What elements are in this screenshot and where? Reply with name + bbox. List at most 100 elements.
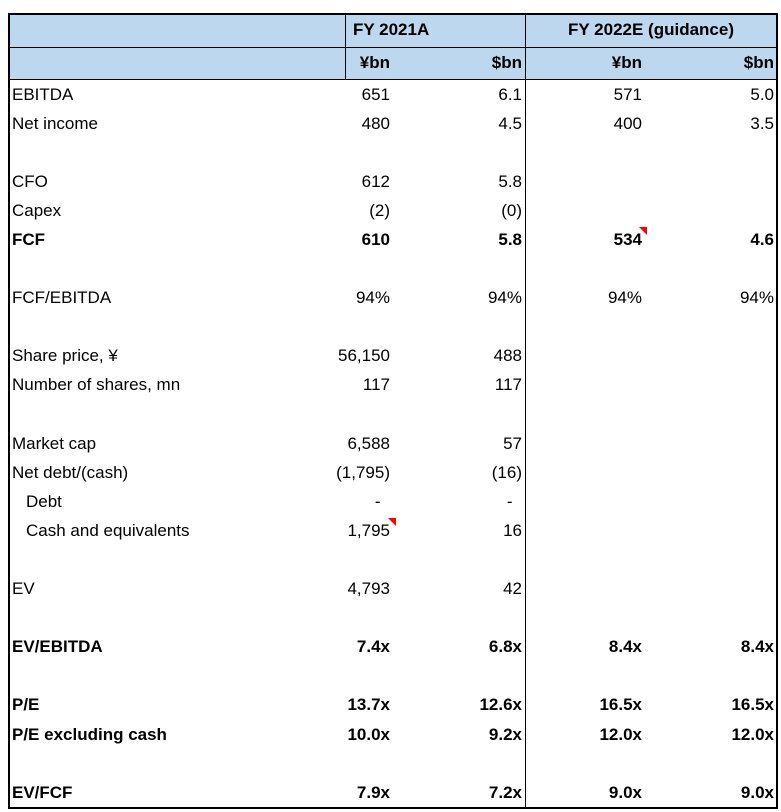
cell-fy2022-yen[interactable]: 94% bbox=[525, 283, 651, 313]
cell-fy2022-usd[interactable]: 16.5x bbox=[651, 690, 776, 719]
cell-fy2021-usd[interactable]: 7.2x bbox=[397, 778, 525, 807]
row-label-cell[interactable] bbox=[10, 312, 300, 341]
cell-fy2022-yen[interactable] bbox=[525, 312, 651, 342]
cell-fy2022-usd[interactable]: 9.0x bbox=[651, 778, 776, 807]
cell-fy2021-usd[interactable]: 5.8 bbox=[397, 225, 525, 254]
cell-fy2021-yen[interactable]: 651 bbox=[300, 80, 397, 109]
cell-fy2021-yen[interactable]: 480 bbox=[300, 109, 397, 138]
cell-fy2021-usd[interactable]: - bbox=[397, 487, 525, 516]
row-label-cell[interactable]: FCF bbox=[12, 229, 46, 249]
row-label-cell[interactable]: Share price, ¥ bbox=[12, 346, 118, 366]
cell-fy2022-usd[interactable] bbox=[651, 516, 776, 545]
cell-fy2022-yen[interactable] bbox=[525, 428, 651, 458]
cell-fy2022-usd[interactable] bbox=[651, 487, 776, 516]
cell-fy2021-usd[interactable] bbox=[397, 749, 525, 778]
row-label-cell[interactable] bbox=[10, 661, 300, 690]
header-fy2022e-cell[interactable]: FY 2022E (guidance) bbox=[525, 15, 776, 47]
cell-fy2022-usd[interactable] bbox=[651, 429, 776, 458]
row-label-cell[interactable] bbox=[10, 749, 300, 778]
cell-fy2021-usd[interactable]: 4.5 bbox=[397, 109, 525, 138]
row-label-cell[interactable]: Cash and equivalents bbox=[26, 520, 190, 540]
cell-fy2022-usd[interactable] bbox=[651, 341, 776, 370]
row-label-cell[interactable]: P/E excluding cash bbox=[12, 724, 167, 744]
cell-fy2022-usd[interactable]: 12.0x bbox=[651, 720, 776, 749]
cell-fy2021-yen[interactable] bbox=[300, 400, 397, 429]
cell-fy2021-usd[interactable]: 42 bbox=[397, 574, 525, 603]
cell-fy2022-yen[interactable] bbox=[525, 661, 651, 691]
cell-fy2021-yen[interactable]: 1,795 bbox=[300, 516, 397, 545]
cell-fy2021-yen[interactable]: 94% bbox=[300, 283, 397, 312]
cell-fy2022-yen[interactable] bbox=[525, 370, 651, 400]
row-label-cell[interactable] bbox=[10, 400, 300, 429]
cell-fy2022-yen[interactable] bbox=[525, 545, 651, 575]
row-label-cell[interactable]: Net debt/(cash) bbox=[12, 462, 129, 482]
cell-fy2022-yen[interactable] bbox=[525, 603, 651, 633]
cell-fy2022-usd[interactable] bbox=[651, 574, 776, 603]
header-usd-bn-2021-cell[interactable]: $bn bbox=[491, 52, 522, 72]
cell-fy2021-usd[interactable] bbox=[397, 138, 525, 167]
cell-fy2022-yen[interactable] bbox=[525, 399, 651, 429]
cell-fy2022-yen[interactable] bbox=[525, 341, 651, 371]
cell-fy2022-usd[interactable] bbox=[651, 603, 776, 632]
cell-fy2021-usd[interactable] bbox=[397, 545, 525, 574]
cell-fy2022-usd[interactable] bbox=[651, 138, 776, 167]
cell-fy2022-usd[interactable] bbox=[651, 458, 776, 487]
row-label-cell[interactable]: Number of shares, mn bbox=[12, 375, 181, 395]
cell-fy2021-yen[interactable]: - bbox=[300, 487, 397, 516]
cell-fy2021-yen[interactable]: 610 bbox=[300, 225, 397, 254]
row-label-cell[interactable] bbox=[10, 603, 300, 632]
cell-fy2021-usd[interactable] bbox=[397, 254, 525, 283]
cell-fy2022-usd[interactable] bbox=[651, 254, 776, 283]
cell-fy2021-yen[interactable] bbox=[300, 254, 397, 283]
cell-fy2021-usd[interactable]: 9.2x bbox=[397, 720, 525, 749]
row-label-cell[interactable]: EV bbox=[12, 579, 35, 599]
cell-fy2022-yen[interactable]: 12.0x bbox=[525, 719, 651, 749]
cell-fy2021-yen[interactable] bbox=[300, 312, 397, 341]
cell-fy2021-usd[interactable] bbox=[397, 661, 525, 690]
cell-fy2022-usd[interactable] bbox=[651, 749, 776, 778]
cell-fy2021-yen[interactable]: 7.9x bbox=[300, 778, 397, 807]
cell-fy2021-yen[interactable]: 7.4x bbox=[300, 632, 397, 661]
cell-fy2022-usd[interactable]: 8.4x bbox=[651, 632, 776, 661]
row-label-cell[interactable]: Net income bbox=[12, 113, 98, 133]
cell-fy2021-yen[interactable] bbox=[300, 603, 397, 632]
row-label-cell[interactable] bbox=[10, 138, 300, 167]
cell-fy2021-yen[interactable]: 10.0x bbox=[300, 720, 397, 749]
header-usd-bn-2022-cell[interactable]: $bn bbox=[743, 52, 774, 72]
cell-fy2021-usd[interactable]: 12.6x bbox=[397, 690, 525, 719]
cell-fy2021-yen[interactable]: 4,793 bbox=[300, 574, 397, 603]
cell-fy2022-yen[interactable] bbox=[525, 515, 651, 545]
cell-fy2022-usd[interactable] bbox=[651, 312, 776, 341]
cell-fy2021-usd[interactable]: 16 bbox=[397, 516, 525, 545]
cell-fy2022-usd[interactable] bbox=[651, 196, 776, 225]
cell-fy2022-yen[interactable]: 571 bbox=[525, 79, 651, 109]
row-label-cell[interactable]: CFO bbox=[12, 171, 48, 191]
cell-fy2021-usd[interactable]: 6.1 bbox=[397, 80, 525, 109]
row-label-cell[interactable]: Market cap bbox=[12, 433, 97, 453]
cell-fy2021-yen[interactable]: (1,795) bbox=[300, 458, 397, 487]
cell-fy2022-usd[interactable] bbox=[651, 167, 776, 196]
cell-fy2021-usd[interactable] bbox=[397, 312, 525, 341]
cell-fy2021-yen[interactable]: 612 bbox=[300, 167, 397, 196]
cell-fy2021-yen[interactable] bbox=[300, 661, 397, 690]
cell-fy2022-usd[interactable] bbox=[651, 370, 776, 399]
row-label-cell[interactable]: EV/FCF bbox=[12, 782, 73, 802]
cell-fy2022-usd[interactable] bbox=[651, 400, 776, 429]
cell-fy2021-yen[interactable] bbox=[300, 749, 397, 778]
cell-fy2022-usd[interactable] bbox=[651, 545, 776, 574]
cell-fy2022-yen[interactable] bbox=[525, 137, 651, 167]
row-label-cell[interactable]: P/E bbox=[12, 695, 40, 715]
row-label-cell[interactable]: FCF/EBITDA bbox=[12, 288, 112, 308]
cell-fy2022-usd[interactable]: 4.6 bbox=[651, 225, 776, 254]
cell-fy2021-usd[interactable] bbox=[397, 400, 525, 429]
cell-fy2022-yen[interactable] bbox=[525, 574, 651, 604]
cell-fy2022-yen[interactable]: 400 bbox=[525, 108, 651, 138]
header-yen-bn-2022-cell[interactable]: ¥bn bbox=[525, 47, 651, 79]
cell-fy2022-yen[interactable]: 534 bbox=[525, 224, 651, 255]
cell-fy2021-usd[interactable] bbox=[397, 603, 525, 632]
cell-fy2021-usd[interactable]: 57 bbox=[397, 429, 525, 458]
header-fy2021a-cell[interactable]: FY 2021A bbox=[345, 15, 525, 47]
row-label-cell[interactable]: EBITDA bbox=[12, 84, 74, 104]
row-label-cell[interactable]: Capex bbox=[12, 200, 62, 220]
cell-fy2022-yen[interactable] bbox=[525, 486, 651, 516]
